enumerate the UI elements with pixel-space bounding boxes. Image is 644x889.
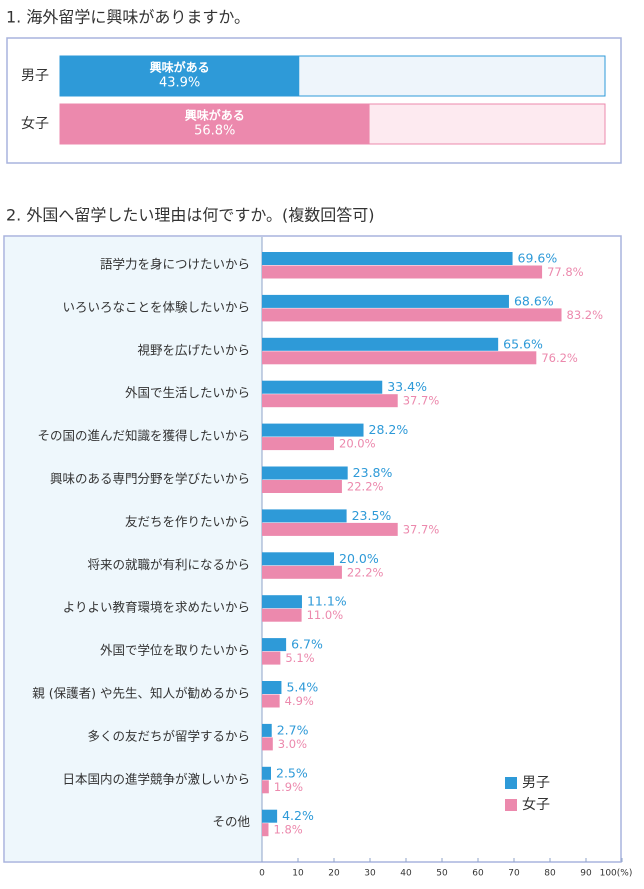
category-label: その国の進んだ知識を獲得したいから <box>37 428 250 443</box>
bar <box>262 737 273 751</box>
label-area <box>5 237 262 861</box>
category-label: 語学力を身につけたいから <box>100 257 250 272</box>
value-label: 28.2% <box>369 422 409 437</box>
category-label: 日本国内の進学競争が激しいから <box>62 771 250 786</box>
value-label: 2.7% <box>277 722 309 737</box>
category-label: よりよい教育環境を求めたいから <box>63 600 250 615</box>
bar <box>262 308 562 322</box>
category-label: 将来の就職が有利になるから <box>87 557 250 572</box>
value-label: 83.2% <box>567 308 604 322</box>
bar <box>262 651 281 665</box>
category-label: 男子 <box>21 68 49 84</box>
x-tick-label: 80 <box>544 869 556 879</box>
bar <box>262 823 269 837</box>
bar <box>262 638 287 652</box>
value-label: 37.7% <box>403 394 440 408</box>
category-label: 女子 <box>21 116 49 132</box>
bar <box>262 351 537 365</box>
x-tick-label: 90 <box>580 869 592 879</box>
value-label: 37.7% <box>403 522 440 536</box>
value-label: 11.1% <box>307 594 347 609</box>
category-label: 外国で学位を取りたいから <box>100 643 250 658</box>
bar <box>262 565 342 579</box>
bar <box>262 595 302 609</box>
value-label: 69.6% <box>518 251 558 266</box>
bar <box>262 522 398 536</box>
legend-label: 女子 <box>522 797 550 813</box>
bar <box>262 809 278 823</box>
value-label: 5.4% <box>286 680 318 695</box>
bar <box>262 480 342 493</box>
bar <box>262 437 334 451</box>
value-label: 43.9% <box>159 76 200 91</box>
bar <box>60 104 370 144</box>
x-tick-label: 50 <box>436 869 448 879</box>
bar <box>262 608 302 622</box>
bar <box>262 681 282 694</box>
value-label: 2.5% <box>276 765 308 780</box>
x-tick-label: 60 <box>472 869 484 879</box>
category-label: 親 (保護者) や先生、知人が勧めるから <box>32 686 250 701</box>
x-tick-label: 10 <box>292 869 304 879</box>
bar <box>60 56 300 96</box>
chart-title: 2. 外国へ留学したい理由は何ですか。(複数回答可) <box>6 206 375 225</box>
bar <box>262 466 348 480</box>
value-label: 5.1% <box>285 651 314 665</box>
bar <box>262 723 272 737</box>
legend-swatch <box>505 777 517 789</box>
value-label: 4.9% <box>285 694 314 708</box>
bar <box>262 552 334 566</box>
bar <box>262 337 499 351</box>
bar <box>262 252 513 265</box>
x-tick-label: 100(%) <box>600 869 633 879</box>
legend-label: 男子 <box>522 775 550 791</box>
x-tick-label: 0 <box>259 869 265 879</box>
bar <box>262 780 269 794</box>
value-label: 4.2% <box>282 808 314 823</box>
value-label: 77.8% <box>547 265 584 279</box>
value-label: 11.0% <box>307 608 344 622</box>
chart-title: 1. 海外留学に興味がありますか。 <box>6 8 250 27</box>
x-tick-label: 20 <box>328 869 340 879</box>
bar <box>262 423 364 437</box>
value-label: 20.0% <box>339 551 379 566</box>
category-label: 友だちを作りたいから <box>125 514 250 529</box>
bar <box>262 394 398 408</box>
value-label: 56.8% <box>194 124 235 139</box>
category-label: 多くの友だちが留学するから <box>87 728 250 743</box>
series-label: 興味がある <box>150 60 210 75</box>
series-label: 興味がある <box>185 108 245 123</box>
value-label: 1.8% <box>273 823 302 837</box>
category-label: 外国で生活したいから <box>125 385 250 400</box>
value-label: 1.9% <box>274 780 303 794</box>
category-label: 視野を広げたいから <box>137 342 250 357</box>
bar <box>262 766 271 780</box>
bar <box>262 294 509 308</box>
bar <box>262 509 347 523</box>
value-label: 22.2% <box>347 565 384 579</box>
value-label: 3.0% <box>278 737 307 751</box>
bar <box>262 380 383 394</box>
category-label: いろいろなことを体験したいから <box>62 299 250 314</box>
value-label: 6.7% <box>291 637 323 652</box>
x-tick-label: 30 <box>364 869 376 879</box>
x-tick-label: 40 <box>400 869 412 879</box>
category-label: その他 <box>212 814 250 829</box>
value-label: 65.6% <box>503 336 543 351</box>
bar <box>262 694 280 708</box>
value-label: 76.2% <box>541 351 578 365</box>
category-label: 興味のある専門分野を学びたいから <box>50 471 250 486</box>
x-tick-label: 70 <box>508 869 520 879</box>
value-label: 20.0% <box>339 437 376 451</box>
value-label: 33.4% <box>387 379 427 394</box>
legend-swatch <box>505 799 517 811</box>
bar <box>262 265 543 279</box>
value-label: 23.5% <box>352 508 392 523</box>
value-label: 23.8% <box>353 465 393 480</box>
value-label: 22.2% <box>347 480 384 494</box>
value-label: 68.6% <box>514 293 554 308</box>
